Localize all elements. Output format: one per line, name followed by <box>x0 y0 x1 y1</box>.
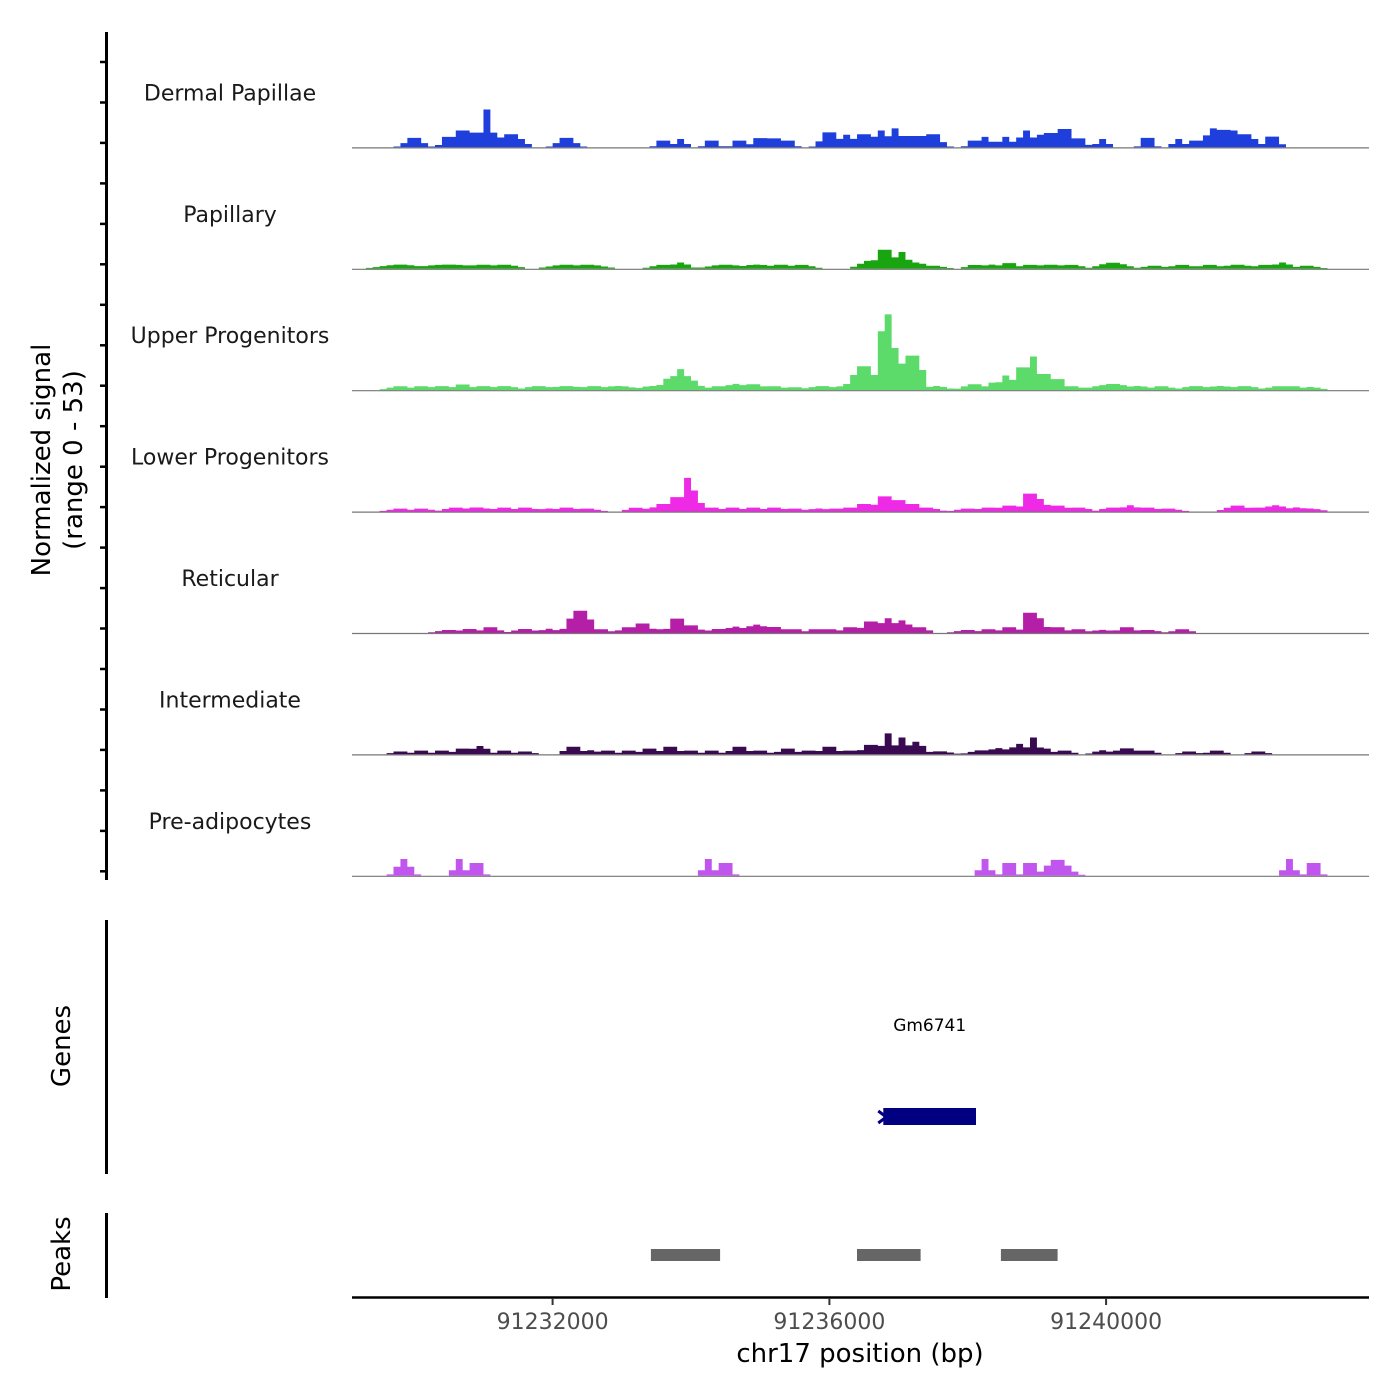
peaks-track <box>650 1249 1058 1261</box>
x-tick-label: 91240000 <box>1050 1310 1162 1335</box>
track-label-papillary: Papillary <box>183 203 277 228</box>
coverage-tracks: Dermal Papillae Papillary Upper Progenitor… <box>131 81 1369 877</box>
signal-area-papillary <box>352 249 1369 269</box>
genes-track-label: Genes <box>47 1005 77 1087</box>
track-label-dermal-papillae: Dermal Papillae <box>144 81 316 106</box>
x-tick-label: 91236000 <box>773 1310 885 1335</box>
peaks-track-label: Peaks <box>47 1216 77 1291</box>
x-tick-label: 91232000 <box>497 1310 609 1335</box>
track-papillary: Papillary <box>183 203 1369 270</box>
peak-region <box>857 1249 921 1261</box>
signal-area-dermal-papillae <box>352 109 1369 148</box>
signal-area-lower-progenitors <box>352 477 1369 512</box>
peak-region <box>650 1249 721 1261</box>
track-dermal-papillae: Dermal Papillae <box>144 81 1369 149</box>
gene-body-gm6741 <box>883 1108 976 1125</box>
peak-region <box>1000 1249 1058 1261</box>
gene-label-gm6741: Gm6741 <box>893 1016 966 1036</box>
signal-area-pre-adipocytes <box>352 858 1369 876</box>
track-upper-progenitors: Upper Progenitors <box>131 314 1369 392</box>
track-label-reticular: Reticular <box>181 567 279 592</box>
y-axis-title-line2: (range 0 - 53) <box>59 370 89 550</box>
track-reticular: Reticular <box>181 567 1369 635</box>
track-label-pre-adipocytes: Pre-adipocytes <box>149 810 312 835</box>
x-axis-ticks: 91232000 91236000 91240000 <box>497 1298 1162 1335</box>
signal-area-reticular <box>352 610 1369 633</box>
track-label-lower-progenitors: Lower Progenitors <box>131 446 329 471</box>
track-label-intermediate: Intermediate <box>159 688 301 713</box>
gene-strand-arrow <box>877 1109 889 1125</box>
track-label-upper-progenitors: Upper Progenitors <box>131 324 330 349</box>
track-lower-progenitors: Lower Progenitors <box>131 446 1369 513</box>
signal-area-upper-progenitors <box>352 314 1369 391</box>
track-intermediate: Intermediate <box>159 688 1369 756</box>
signal-area-intermediate <box>352 733 1369 755</box>
genes-track: Gm6741 <box>877 1016 976 1125</box>
coverage-y-ticks <box>100 60 106 873</box>
x-axis-title: chr17 position (bp) <box>736 1339 983 1369</box>
track-pre-adipocytes: Pre-adipocytes <box>149 810 1369 877</box>
y-axis-title-line1: Normalized signal <box>27 344 57 577</box>
